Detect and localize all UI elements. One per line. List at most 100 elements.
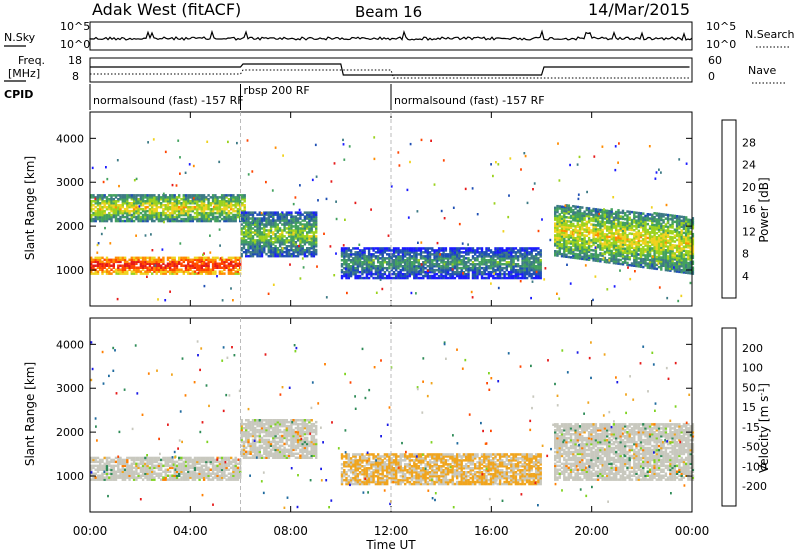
- heatmap-cell: [269, 252, 273, 256]
- heatmap-cell: [236, 264, 240, 267]
- heatmap-cell: [558, 297, 561, 300]
- heatmap-cell: [458, 253, 461, 256]
- nsky-tick-bottom: 10^0: [60, 38, 90, 51]
- heatmap-cell: [476, 213, 479, 216]
- heatmap-cell: [585, 214, 588, 218]
- heatmap-cell: [646, 254, 649, 257]
- heatmap-cell: [267, 248, 270, 252]
- heatmap-cell: [209, 213, 212, 217]
- heatmap-cell: [435, 272, 438, 276]
- heatmap-cell: [399, 257, 402, 260]
- heatmap-cell: [523, 259, 527, 262]
- heatmap-cell: [117, 264, 120, 267]
- heatmap-cell: [532, 255, 536, 258]
- heatmap-cell: [227, 219, 231, 223]
- heatmap-cell: [202, 217, 206, 221]
- heatmap-cell: [572, 212, 575, 216]
- heatmap-cell: [446, 257, 450, 260]
- heatmap-cell: [653, 265, 656, 268]
- heatmap-cell: [572, 234, 575, 238]
- heatmap-cell: [303, 248, 307, 252]
- heatmap-cell: [105, 468, 109, 471]
- heatmap-cell: [281, 247, 284, 250]
- heatmap-cell: [408, 266, 411, 270]
- heatmap-cell: [294, 243, 298, 246]
- heatmap-cell: [132, 272, 136, 275]
- heatmap-cell: [123, 266, 127, 269]
- heatmap-cell: [157, 213, 161, 217]
- heatmap-cell: [422, 255, 425, 258]
- heatmap-cell: [105, 200, 109, 203]
- heatmap-cell: [381, 255, 384, 258]
- heatmap-cell: [92, 264, 95, 267]
- heatmap-cell: [285, 248, 288, 252]
- heatmap-cell: [666, 225, 670, 229]
- heatmap-cell: [512, 255, 515, 258]
- heatmap-cell: [112, 466, 115, 470]
- heatmap-cell: [240, 227, 243, 230]
- heatmap-cell: [610, 208, 613, 211]
- heatmap-cell: [96, 476, 100, 479]
- heatmap-cell: [242, 243, 246, 246]
- heatmap-cell: [514, 263, 518, 266]
- heatmap-cell: [130, 219, 133, 223]
- heatmap-cell: [315, 175, 318, 178]
- heatmap-cell: [576, 231, 579, 234]
- heatmap-cell: [372, 249, 375, 252]
- heatmap-cell: [92, 207, 95, 211]
- heatmap-cell: [612, 240, 616, 243]
- heatmap-cell: [610, 212, 613, 215]
- heatmap-cell: [608, 225, 611, 229]
- heatmap-cell: [227, 194, 231, 197]
- heatmap-cell: [606, 229, 609, 232]
- heatmap-cell: [216, 262, 219, 265]
- heatmap-cell: [565, 245, 568, 249]
- heatmap-cell: [274, 252, 277, 256]
- heatmap-cell: [397, 272, 400, 276]
- heatmap-cell: [249, 225, 252, 228]
- heatmap-cell: [565, 220, 567, 223]
- heatmap-cell: [635, 231, 638, 234]
- heatmap-cell: [294, 245, 298, 248]
- heatmap-cell: [202, 205, 206, 209]
- heatmap-cell: [489, 257, 493, 260]
- heatmap-cell: [615, 262, 618, 265]
- heatmap-cell: [554, 236, 557, 239]
- heatmap-cell: [243, 204, 246, 207]
- heatmap-cell: [151, 204, 154, 207]
- heatmap-cell: [99, 217, 102, 221]
- heatmap-cell: [139, 196, 143, 199]
- heatmap-cell: [460, 251, 463, 254]
- heatmap-cell: [563, 255, 566, 258]
- heatmap-cell: [648, 237, 652, 240]
- heatmap-cell: [630, 228, 634, 232]
- heatmap-cell: [112, 215, 115, 219]
- heatmap-cell: [218, 228, 221, 231]
- heatmap-cell: [276, 213, 279, 216]
- heatmap-cell: [560, 237, 564, 240]
- heatmap-cell: [296, 235, 300, 238]
- heatmap-cell: [408, 268, 411, 272]
- heatmap-cell: [471, 270, 475, 274]
- heatmap-cell: [572, 218, 575, 222]
- heatmap-cell: [130, 202, 133, 205]
- heatmap-cell: [637, 243, 640, 246]
- heatmap-cell: [678, 158, 681, 161]
- heatmap-cell: [624, 241, 627, 245]
- heatmap-cell: [673, 244, 677, 247]
- heatmap-cell: [671, 261, 674, 265]
- heatmap-cell: [260, 247, 264, 250]
- heatmap-cell: [218, 202, 222, 205]
- heatmap-cell: [169, 196, 172, 199]
- heatmap-cell: [114, 268, 118, 271]
- heatmap-cell: [187, 196, 190, 199]
- heatmap-cell: [467, 261, 470, 264]
- heatmap-cell: [254, 250, 257, 254]
- heatmap-cell: [574, 215, 577, 218]
- heatmap-cell: [610, 259, 613, 263]
- heatmap-cell: [471, 272, 475, 276]
- heatmap-cell: [220, 260, 224, 264]
- heatmap-cell: [164, 270, 167, 273]
- heatmap-cell: [565, 216, 568, 219]
- heatmap-cell: [356, 263, 359, 266]
